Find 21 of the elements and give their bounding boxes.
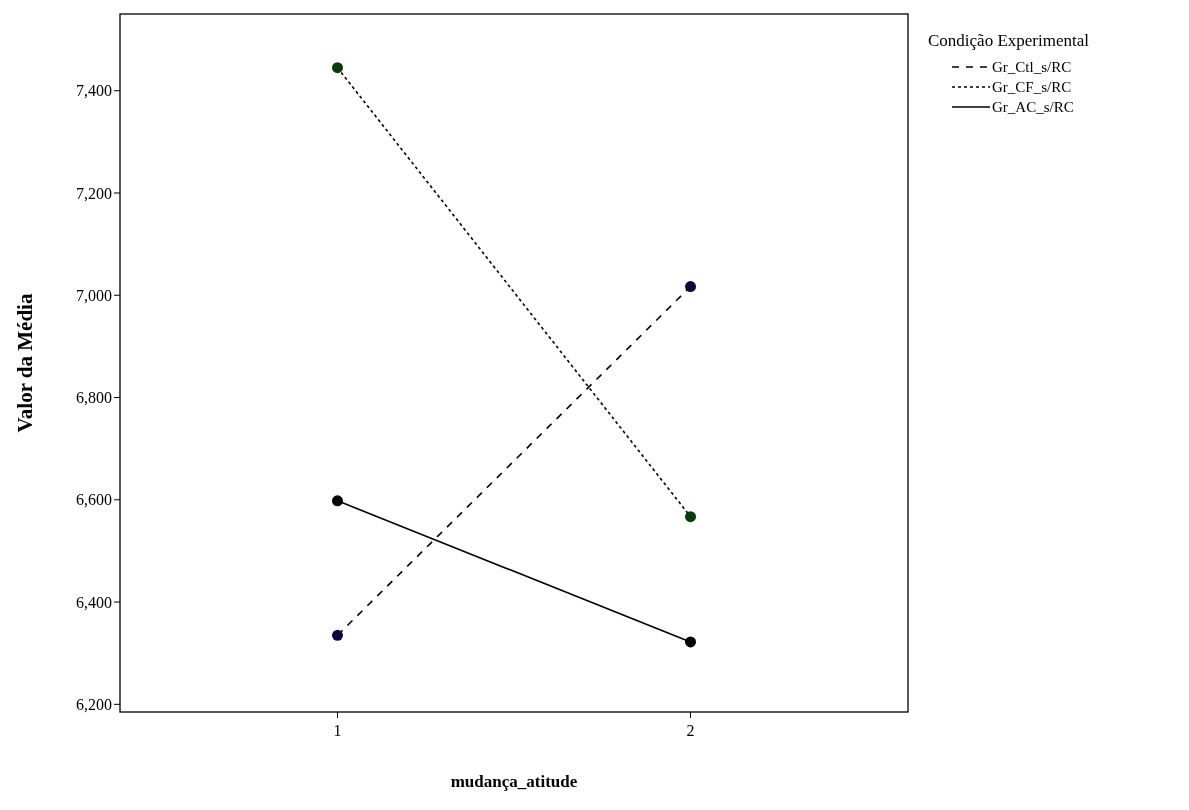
x-tick-label: 2 bbox=[686, 722, 695, 739]
legend-title: Condição Experimental bbox=[928, 31, 1090, 50]
y-tick-label: 7,400 bbox=[76, 82, 112, 100]
y-tick-label: 6,400 bbox=[76, 593, 112, 611]
point bbox=[685, 636, 697, 648]
y-tick-label: 7,200 bbox=[76, 184, 112, 202]
x-tick-label: 1 bbox=[333, 722, 342, 739]
legend-label: Gr_Ctl_s/RC bbox=[992, 59, 1072, 75]
y-tick-label: 7,000 bbox=[76, 286, 112, 304]
y-axis-title: Valor da Média bbox=[13, 293, 37, 433]
point bbox=[331, 629, 343, 641]
legend-label: Gr_AC_s/RC bbox=[992, 99, 1074, 115]
point bbox=[685, 281, 697, 293]
point bbox=[331, 495, 343, 507]
y-tick-label: 6,800 bbox=[76, 389, 112, 407]
point bbox=[331, 62, 343, 74]
point bbox=[685, 511, 697, 523]
legend-label: Gr_CF_s/RC bbox=[992, 79, 1072, 95]
y-tick-label: 6,200 bbox=[76, 695, 112, 713]
x-axis-title: mudança_atitude bbox=[450, 772, 578, 791]
y-tick-label: 6,600 bbox=[76, 491, 112, 509]
